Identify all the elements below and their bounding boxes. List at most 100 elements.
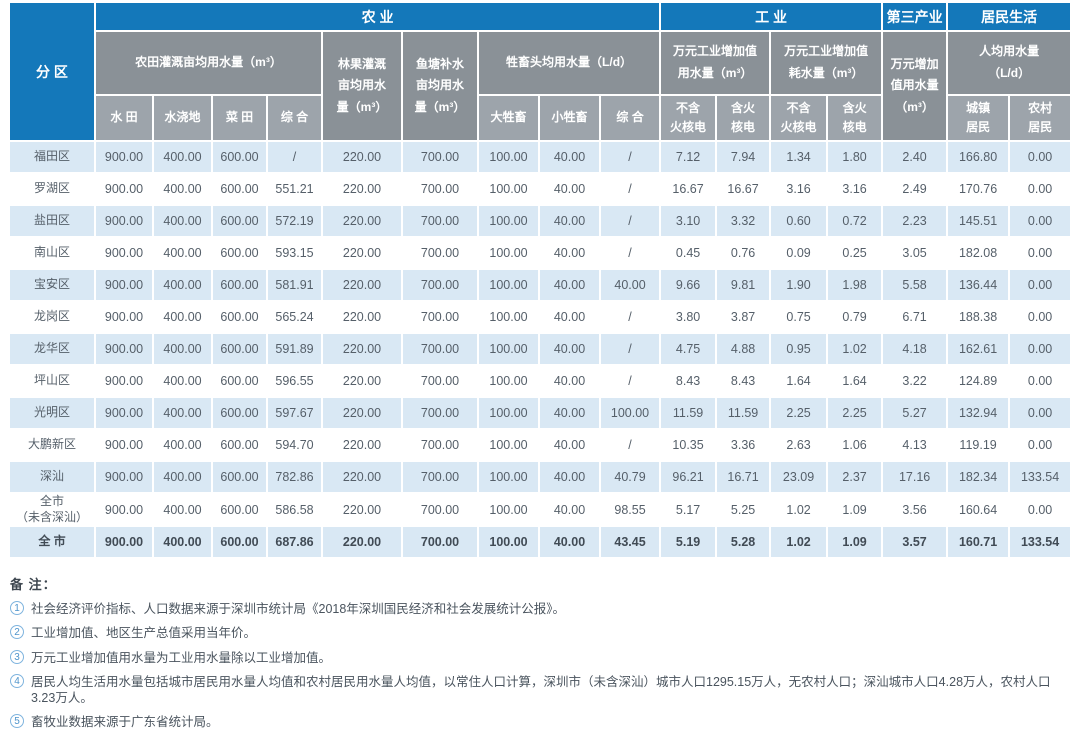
section-header-residential: 居民生活 (948, 3, 1071, 30)
cell-value: 17.16 (883, 462, 947, 492)
cell-value: 2.23 (883, 206, 947, 236)
cell-value: 0.60 (771, 206, 827, 236)
cell-value: 220.00 (323, 398, 401, 428)
cell-value: 220.00 (342, 438, 382, 452)
leaf-header-vegetable-field: 菜 田 (213, 96, 266, 140)
cell-value: 600.00 (220, 310, 259, 324)
group-header-tertiary-added-value: 万元增加 值用水量 （m³） (883, 32, 947, 140)
cell-value: 0.00 (1010, 270, 1071, 300)
cell-value: 400.00 (163, 502, 202, 517)
row-label-district: 坪山区 (33, 373, 70, 388)
cell-value: 100.00 (479, 462, 538, 492)
cell-value: 100.00 (489, 438, 528, 452)
cell-value: 133.54 (1010, 462, 1071, 492)
leaf-header-excl-thermal-nuclear-consumption: 不含 火核电 (771, 96, 827, 140)
cell-value: 170.76 (958, 182, 998, 196)
cell-value: 100.00 (489, 182, 528, 196)
cell-value: 597.67 (268, 398, 321, 428)
cell-value: 8.43 (675, 374, 701, 388)
cell-value: 1.02 (828, 334, 882, 364)
cell-value: 700.00 (420, 246, 460, 260)
cell-value: 700.00 (420, 310, 460, 324)
cell-value: 1.98 (828, 270, 882, 300)
group-header-livestock: 牲畜头均用水量（L/d） (479, 32, 660, 94)
cell-value: 145.51 (948, 206, 1009, 236)
leaf-header-large-livestock: 大牲畜 (479, 96, 538, 140)
row-label-district: 宝安区 (10, 270, 94, 300)
cell-value: 600.00 (213, 206, 266, 236)
cell-value: 600.00 (213, 142, 266, 172)
cell-value: 400.00 (154, 527, 211, 558)
cell-value: 100.00 (479, 334, 538, 364)
cell-value: 4.13 (902, 438, 927, 452)
cell-value: 700.00 (420, 502, 460, 517)
cell-value: 11.59 (661, 398, 716, 428)
cell-value: 0.95 (771, 334, 827, 364)
cell-value: 100.00 (479, 142, 538, 172)
cell-value: 2.37 (828, 462, 882, 492)
cell-value: 900.00 (96, 527, 152, 558)
section-header-tertiary: 第三产业 (883, 3, 947, 30)
cell-value: 565.24 (275, 310, 314, 324)
cell-value: 40.00 (601, 270, 660, 300)
cell-value: 600.00 (220, 438, 259, 452)
cell-value: 43.45 (601, 527, 660, 558)
cell-value: 700.00 (403, 462, 477, 492)
cell-value: 400.00 (154, 462, 211, 492)
cell-value: 23.09 (771, 462, 827, 492)
row-label-district: 罗湖区 (33, 181, 70, 196)
cell-value: 119.19 (959, 438, 997, 452)
cell-value: 900.00 (96, 398, 152, 428)
row-label-district: 龙岗区 (33, 309, 70, 324)
cell-value: / (268, 142, 321, 172)
cell-value: 98.55 (614, 502, 646, 517)
cell-value: 900.00 (96, 206, 152, 236)
note-item: 5 畜牧业数据来源于广东省统计局。 (10, 714, 1072, 730)
cell-value: 400.00 (154, 270, 211, 300)
note-text: 万元工业增加值用水量为工业用水量除以工业增加值。 (31, 650, 332, 665)
cell-value: 900.00 (104, 246, 144, 260)
cell-value: 700.00 (420, 182, 460, 196)
cell-value: 400.00 (154, 206, 211, 236)
cell-value: 8.43 (730, 374, 756, 388)
row-label-district: 福田区 (10, 142, 94, 172)
cell-value: 900.00 (104, 438, 144, 452)
cell-value: 188.38 (958, 310, 998, 324)
cell-value: 0.00 (1010, 398, 1071, 428)
cell-value: 40.00 (553, 246, 586, 260)
cell-value: 11.59 (717, 398, 770, 428)
cell-value: / (628, 310, 632, 324)
cell-value: 900.00 (96, 270, 152, 300)
cell-value: 0.00 (1027, 310, 1053, 324)
cell-value: 900.00 (104, 310, 144, 324)
table-row: 光明区 900.00 400.00 600.00 597.67 220.00 700.00 1… (10, 398, 1071, 428)
cell-value: 162.61 (948, 334, 1009, 364)
cell-value: 900.00 (96, 142, 152, 172)
cell-value: 100.00 (489, 374, 528, 388)
leaf-header-incl-thermal-nuclear-consumption: 含火 核电 (828, 96, 882, 140)
cell-value: 182.34 (948, 462, 1009, 492)
cell-value: 124.89 (958, 374, 998, 388)
cell-value: 132.94 (948, 398, 1009, 428)
group-header-industrial-water-consumption: 万元工业增加值 耗水量（m³） (771, 32, 882, 94)
cell-value: 5.58 (883, 270, 947, 300)
cell-value: / (628, 246, 632, 260)
cell-value: 600.00 (220, 374, 259, 388)
cell-value: 220.00 (342, 310, 382, 324)
cell-value: 596.55 (275, 374, 314, 388)
cell-value: 100.00 (479, 527, 538, 558)
cell-value: 3.36 (730, 438, 756, 452)
cell-value: / (601, 206, 660, 236)
cell-value: 220.00 (342, 182, 382, 196)
leaf-header-irrigated-land: 水浇地 (154, 96, 211, 140)
cell-value: 2.25 (771, 398, 827, 428)
cell-value: 3.57 (883, 527, 947, 558)
table-row: 全市 （未含深汕） 900.00 400.00 600.00 586.58 220.00 7… (10, 494, 1070, 525)
cell-value: 1.09 (828, 527, 882, 558)
cell-value: 100.00 (489, 502, 528, 517)
cell-value: 0.09 (786, 246, 811, 260)
cell-value: 593.15 (275, 246, 314, 260)
row-label-district: 大鹏新区 (27, 437, 76, 452)
notes-title: 备 注： (10, 577, 57, 593)
cell-value: 900.00 (96, 462, 152, 492)
